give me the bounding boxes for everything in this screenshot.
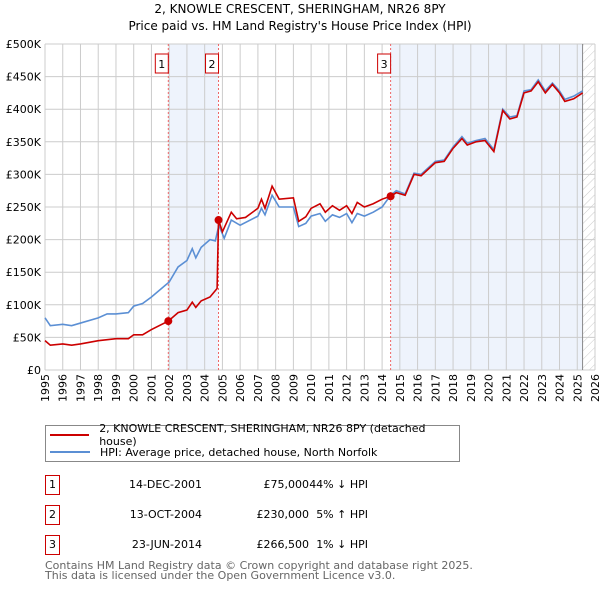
chart-title: 2, KNOWLE CRESCENT, SHERINGHAM, NR26 8PY: [154, 2, 446, 16]
x-tick-label: 1996: [57, 374, 70, 402]
y-tick-label: £400K: [6, 103, 42, 116]
sale-date: 14-DEC-2001: [128, 478, 202, 491]
x-tick-label: 2014: [376, 374, 389, 402]
x-tick-label: 2026: [589, 374, 600, 402]
sale-marker-number: 1: [158, 58, 165, 71]
legend: 2, KNOWLE CRESCENT, SHERINGHAM, NR26 8PY…: [45, 422, 460, 462]
sale-marker-box: [154, 53, 169, 74]
x-tick-label: 2005: [216, 374, 229, 402]
x-tick-label: 2021: [500, 374, 513, 402]
x-tick-label: 2006: [234, 374, 247, 402]
table-row: 3 23-JUN-2014 £266,500 1% ↓ HPI: [45, 535, 445, 555]
x-tick-label: 2001: [145, 374, 158, 402]
x-tick-label: 2017: [429, 374, 442, 402]
footer-line: Contains HM Land Registry data © Crown c…: [45, 559, 473, 572]
sale-marker-number: 2: [209, 58, 216, 71]
y-tick-label: £250K: [6, 201, 42, 214]
legend-item-property: 2, KNOWLE CRESCENT, SHERINGHAM, NR26 8PY…: [50, 422, 459, 448]
sale-price: £75,000: [263, 478, 310, 491]
footer-line: This data is licensed under the Open Gov…: [45, 569, 396, 582]
sale-marker-number: 3: [381, 58, 388, 71]
x-tick-label: 2020: [483, 374, 496, 402]
x-tick-label: 2011: [323, 374, 336, 402]
sale-number: 3: [45, 535, 60, 555]
y-tick-label: £350K: [6, 136, 42, 149]
x-tick-label: 2019: [465, 374, 478, 402]
x-tick-label: 1999: [110, 374, 123, 402]
y-tick-label: £150K: [6, 266, 42, 279]
x-tick-label: 2004: [199, 374, 212, 402]
chart-subtitle: Price paid vs. HM Land Registry's House …: [128, 19, 472, 33]
sale-number: 1: [45, 475, 60, 495]
x-tick-label: 2016: [412, 374, 425, 402]
x-tick-label: 2000: [128, 374, 141, 402]
legend-item-hpi: HPI: Average price, detached house, Nort…: [50, 444, 377, 460]
sale-hpi-diff: 1% ↓ HPI: [316, 538, 368, 551]
sale-point: [164, 317, 173, 326]
y-tick-label: £0: [27, 364, 41, 377]
y-tick-label: £500K: [6, 38, 42, 51]
x-tick-label: 2002: [163, 374, 176, 402]
sale-point: [214, 216, 223, 225]
sale-number: 2: [45, 505, 60, 525]
table-row: 2 13-OCT-2004 £230,000 5% ↑ HPI: [45, 505, 445, 525]
price-chart: 1995 1996 1997 1998 1999 2000 2001 2002 2003 2004…: [6, 38, 600, 402]
y-tick-label: £300K: [6, 168, 42, 181]
x-tick-label: 2022: [518, 374, 531, 402]
sale-hpi-diff: 5% ↑ HPI: [316, 508, 368, 521]
x-tick-label: 1998: [92, 374, 105, 402]
footer: Contains HM Land Registry data © Crown c…: [45, 559, 473, 582]
sale-marker-box: [377, 53, 392, 74]
sale-hpi-diff: 44% ↓ HPI: [309, 478, 368, 491]
y-tick-label: £200K: [6, 234, 42, 247]
x-tick-label: 2024: [554, 374, 567, 402]
x-tick-label: 2018: [447, 374, 460, 402]
sale-price: £230,000: [256, 508, 310, 521]
sale-point: [386, 192, 395, 201]
x-tick-label: 2008: [270, 374, 283, 402]
sale-date: 23-JUN-2014: [131, 538, 202, 551]
sale-price: £266,500: [256, 538, 310, 551]
x-tick-label: 1997: [74, 374, 87, 402]
x-tick-label: 2007: [252, 374, 265, 402]
legend-label: 2, KNOWLE CRESCENT, SHERINGHAM, NR26 8PY…: [99, 422, 426, 448]
sale-marker-box: [205, 53, 220, 74]
x-tick-label: 2013: [358, 374, 371, 402]
x-tick-label: 2010: [305, 374, 318, 402]
y-tick-label: £450K: [6, 71, 42, 84]
y-tick-label: £50K: [13, 331, 42, 344]
x-tick-label: 2015: [394, 374, 407, 402]
x-tick-label: 2023: [536, 374, 549, 402]
x-tick-label: 2003: [181, 374, 194, 402]
x-tick-label: 2025: [571, 374, 584, 402]
table-row: 1 14-DEC-2001 £75,000 44% ↓ HPI: [45, 475, 445, 495]
x-tick-label: 1995: [39, 374, 52, 402]
y-tick-label: £100K: [6, 299, 42, 312]
x-tick-label: 2009: [287, 374, 300, 402]
x-tick-label: 2012: [341, 374, 354, 402]
sale-date: 13-OCT-2004: [129, 508, 202, 521]
legend-label: HPI: Average price, detached house, Nort…: [100, 445, 378, 459]
